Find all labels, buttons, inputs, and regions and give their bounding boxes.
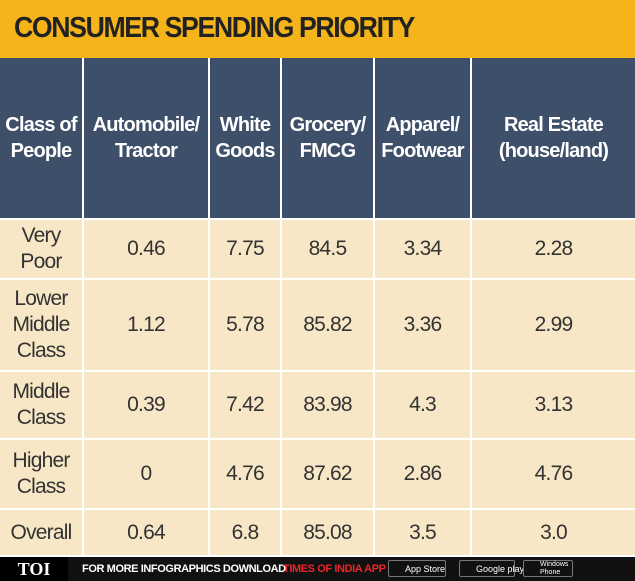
table-cell: 3.34 bbox=[375, 220, 472, 280]
table-cell: 84.5 bbox=[282, 220, 375, 280]
promo-text: FOR MORE INFOGRAPHICS DOWNLOAD bbox=[82, 563, 286, 575]
table-cell: 85.82 bbox=[282, 280, 375, 372]
row-label: Higher Class bbox=[0, 440, 84, 510]
column-header: Automobile/ Tractor bbox=[84, 58, 210, 220]
table-cell: 0.39 bbox=[84, 372, 210, 440]
windows-phone-badge[interactable]: Windows Phone bbox=[523, 560, 573, 577]
table-cell: 3.13 bbox=[472, 372, 635, 440]
table-cell: 2.28 bbox=[472, 220, 635, 280]
google-play-badge[interactable]: Google play bbox=[459, 560, 524, 577]
column-header: Grocery/ FMCG bbox=[282, 58, 375, 220]
row-label: Middle Class bbox=[0, 372, 84, 440]
column-header: Apparel/ Footwear bbox=[375, 58, 472, 220]
table-cell: 4.76 bbox=[210, 440, 282, 510]
table-cell: 3.0 bbox=[472, 510, 635, 557]
row-label: Lower Middle Class bbox=[0, 280, 84, 372]
column-header: Class of People bbox=[0, 58, 84, 220]
table-cell: 4.76 bbox=[472, 440, 635, 510]
table-cell: 0.64 bbox=[84, 510, 210, 557]
row-label: Very Poor bbox=[0, 220, 84, 280]
row-label: Overall bbox=[0, 510, 84, 557]
app-store-badge[interactable]: App Store bbox=[388, 560, 446, 577]
table-cell: 0 bbox=[84, 440, 210, 510]
table-cell: 87.62 bbox=[282, 440, 375, 510]
table-cell: 3.36 bbox=[375, 280, 472, 372]
table-cell: 85.08 bbox=[282, 510, 375, 557]
table-cell: 3.5 bbox=[375, 510, 472, 557]
title: CONSUMER SPENDING PRIORITY bbox=[14, 12, 415, 44]
app-name: TIMES OF INDIA APP bbox=[283, 563, 386, 575]
table-cell: 6.8 bbox=[210, 510, 282, 557]
table-cell: 7.42 bbox=[210, 372, 282, 440]
table-cell: 5.78 bbox=[210, 280, 282, 372]
table-cell: 83.98 bbox=[282, 372, 375, 440]
title-bar: CONSUMER SPENDING PRIORITY bbox=[0, 0, 635, 58]
table-cell: 7.75 bbox=[210, 220, 282, 280]
table-cell: 4.3 bbox=[375, 372, 472, 440]
table-cell: 2.99 bbox=[472, 280, 635, 372]
table-cell: 2.86 bbox=[375, 440, 472, 510]
column-header: Real Estate (house/land) bbox=[472, 58, 635, 220]
table-cell: 0.46 bbox=[84, 220, 210, 280]
table: Class of People Automobile/ Tractor White … bbox=[0, 58, 635, 557]
footer: TOI FOR MORE INFOGRAPHICS DOWNLOAD TIMES… bbox=[0, 557, 635, 581]
brand: TOI bbox=[0, 557, 68, 581]
table-cell: 1.12 bbox=[84, 280, 210, 372]
column-header: White Goods bbox=[210, 58, 282, 220]
